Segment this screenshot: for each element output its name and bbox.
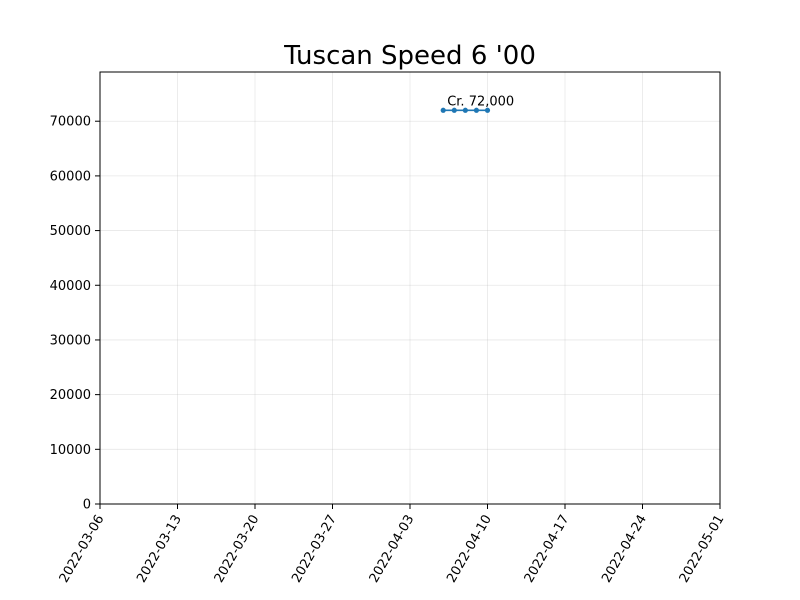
data-point xyxy=(473,107,480,113)
y-tick-label: 20000 xyxy=(50,388,91,403)
y-tick-label: 40000 xyxy=(50,279,91,294)
x-tick-label: 2022-03-20 xyxy=(212,513,263,586)
axes: 2022-03-06 2022-03-13 2022-03-20 2022-03-27… xyxy=(50,71,728,586)
data-point xyxy=(440,107,446,113)
y-tick-label: 50000 xyxy=(50,224,91,239)
x-tick-label: 2022-04-17 xyxy=(522,513,573,586)
x-tick-label: 2022-05-01 xyxy=(677,513,728,586)
data-point xyxy=(462,107,468,113)
y-tick-label: 60000 xyxy=(50,169,91,184)
x-tick-label: 2022-04-10 xyxy=(444,513,495,586)
x-tick-label: 2022-04-03 xyxy=(367,513,418,586)
grid-lines xyxy=(99,72,721,505)
y-tick-label: 0 xyxy=(83,498,91,513)
annotations: Cr. 72,000 xyxy=(447,94,514,109)
x-tick-label: 2022-03-13 xyxy=(134,513,185,586)
x-tick-label: 2022-03-06 xyxy=(57,513,108,586)
y-tick-label: 10000 xyxy=(50,443,91,458)
data-point xyxy=(484,107,491,113)
x-tick-label: 2022-04-24 xyxy=(599,513,650,586)
y-tick-label: 30000 xyxy=(50,333,91,348)
data-label: Cr. 72,000 xyxy=(447,94,514,109)
data-series xyxy=(440,107,491,113)
x-tick-label: 2022-03-27 xyxy=(289,513,340,586)
y-tick-label: 70000 xyxy=(50,115,91,130)
data-point xyxy=(451,107,457,113)
chart-title: Tuscan Speed 6 '00 xyxy=(283,41,536,71)
